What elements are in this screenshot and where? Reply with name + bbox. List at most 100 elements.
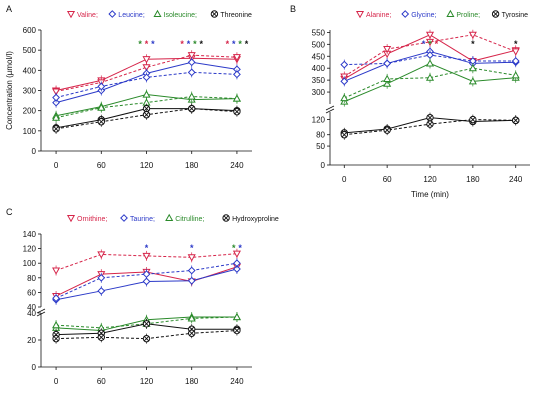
panel-b-significance-star: * [422, 39, 426, 49]
panel-a-legend-label: Isoleucine; [164, 12, 198, 19]
panel-a-data-point-cross [143, 106, 150, 112]
panel-a-data-point [233, 70, 241, 79]
panel-b-data-point [425, 73, 435, 81]
panel-a-data-point-cross [234, 109, 240, 115]
panel-b-data-point [340, 93, 349, 102]
panel-b-data-point-cross [341, 132, 347, 138]
panel-a-y-tick-label: 100 [23, 127, 37, 136]
panel-c-significance-star: * [145, 243, 149, 253]
panel-a-y-tick-label: 400 [23, 66, 37, 75]
panel-c-axis-break [36, 308, 46, 317]
panel-c-y-tick-label: 140 [23, 230, 37, 239]
panel-c-y-tick-label: 40 [27, 309, 36, 318]
panel-a-data-point [187, 68, 196, 77]
panel-c-y-tick-label: 120 [23, 245, 37, 254]
panel-a-significance-star: * [187, 39, 191, 49]
panel-c-x-tick-label: 0 [54, 377, 59, 386]
panel-b-data-point [425, 38, 435, 47]
panel-b-data-point [425, 59, 435, 67]
panel-b-x-tick-label: 180 [466, 175, 480, 184]
panel-c-data-point-cross [143, 336, 150, 342]
panel-c-data-point [52, 267, 61, 275]
panel-a-significance-star: * [238, 39, 242, 49]
panel-a-legend-label: Leucine; [118, 12, 145, 19]
panel-b-y-tick-label: 400 [312, 64, 326, 73]
panel-c-data-point-cross [189, 330, 195, 336]
panel-c-data-point [97, 251, 106, 259]
panel-a-legend-marker-cross [211, 11, 217, 17]
panel-b-data-point-cross [384, 127, 390, 133]
panel-c-y-tick-label: 40 [27, 303, 36, 312]
panel-b-significance-star: * [514, 39, 518, 49]
panel-c-significance-star: * [190, 243, 194, 253]
panel-c-data-point-cross [53, 336, 59, 342]
panel-b-data-point-cross [513, 117, 519, 123]
panel-a-data-point [187, 58, 196, 67]
panel-b-y-tick-label: 500 [312, 40, 326, 49]
panel-a-data-point [142, 64, 151, 72]
panel-c-data-point [142, 252, 151, 261]
panel-c-data-point [233, 259, 241, 268]
panel-c-x-tick-label: 120 [140, 377, 154, 386]
panel-a-y-tick-label: 300 [23, 87, 37, 96]
panel-c-y-tick-label: 0 [32, 363, 37, 372]
panel-c-x-tick-label: 240 [230, 377, 244, 386]
panel-a-significance-star: * [226, 39, 230, 49]
panel-c-data-point [232, 250, 241, 258]
panel-a-significance-star: * [245, 39, 249, 49]
panel-c-series-line-dashed [55, 253, 237, 271]
panel-b-label: B [290, 4, 296, 14]
panel-c-data-point-cross [98, 334, 104, 340]
panel-c-legend-marker-cross [223, 215, 229, 221]
panel-b-legend-marker [401, 10, 410, 18]
panel-c-label: C [6, 207, 13, 217]
panel-a-legend-label: Valine; [77, 12, 98, 19]
panel-b-legend-label: Proline; [456, 12, 480, 19]
panel-c-legend-label: Citrulline; [175, 216, 204, 223]
panel-a-x-tick-label: 0 [54, 161, 59, 170]
panel-b-y-tick-label: 550 [312, 28, 326, 37]
panel-b-legend-marker [355, 10, 365, 19]
panel-a-data-point [142, 56, 151, 64]
panel-b-data-point [511, 71, 520, 79]
panel-a-data-point-cross [53, 126, 59, 132]
panel-a-data-point [52, 113, 61, 121]
panel-a-data-point [97, 103, 106, 111]
panel-b-legend-label: Glycine; [411, 12, 436, 19]
panel-b-y-tick-label: 350 [312, 76, 326, 85]
panel-a-y-tick-label: 0 [32, 147, 37, 156]
panel-b-legend-marker [446, 9, 455, 18]
panel-a-x-tick-label: 240 [230, 161, 244, 170]
panel-c-legend-marker [66, 214, 76, 223]
panel-a-y-tick-label: 600 [23, 26, 37, 35]
panel-c-legend-marker [165, 213, 174, 222]
panel-b-data-point [340, 60, 349, 69]
panel-b-x-tick-label: 60 [383, 175, 392, 184]
panel-a-series-line-dashed [55, 54, 237, 92]
panel-a-data-point [232, 94, 241, 102]
panel-a-data-point [142, 90, 151, 98]
panel-b-data-point [468, 31, 477, 40]
panel-c-y-tick-label: 60 [27, 288, 36, 297]
panel-a-significance-star: * [138, 39, 142, 49]
panel-c-data-point-cross [143, 321, 150, 327]
panel-c-y-tick-label: 80 [27, 274, 36, 283]
panel-c-data-point [232, 312, 241, 321]
panel-b-data-point [511, 48, 520, 56]
panel-b-y-tick-label: 450 [312, 52, 326, 61]
panel-b-data-point [340, 77, 349, 86]
panel-a-significance-star: * [180, 39, 184, 49]
panel-c-data-point [187, 276, 196, 285]
panel-a-data-point [52, 93, 60, 102]
panel-a-data-point [142, 73, 151, 82]
panel-b-legend-marker-cross [493, 11, 499, 17]
panel-c-data-point [97, 273, 106, 282]
panel-a-data-point-cross [189, 106, 195, 112]
panel-b-legend-label: Alanine; [366, 12, 391, 19]
panel-c-legend-label: Taurine; [130, 216, 155, 223]
panel-b-x-tick-label: 240 [509, 175, 523, 184]
panel-a-significance-star: * [200, 39, 204, 49]
panel-b-significance-star: * [428, 39, 432, 49]
panel-a-data-point [187, 52, 196, 60]
panel-b-y-tick-label: 50 [316, 142, 325, 151]
